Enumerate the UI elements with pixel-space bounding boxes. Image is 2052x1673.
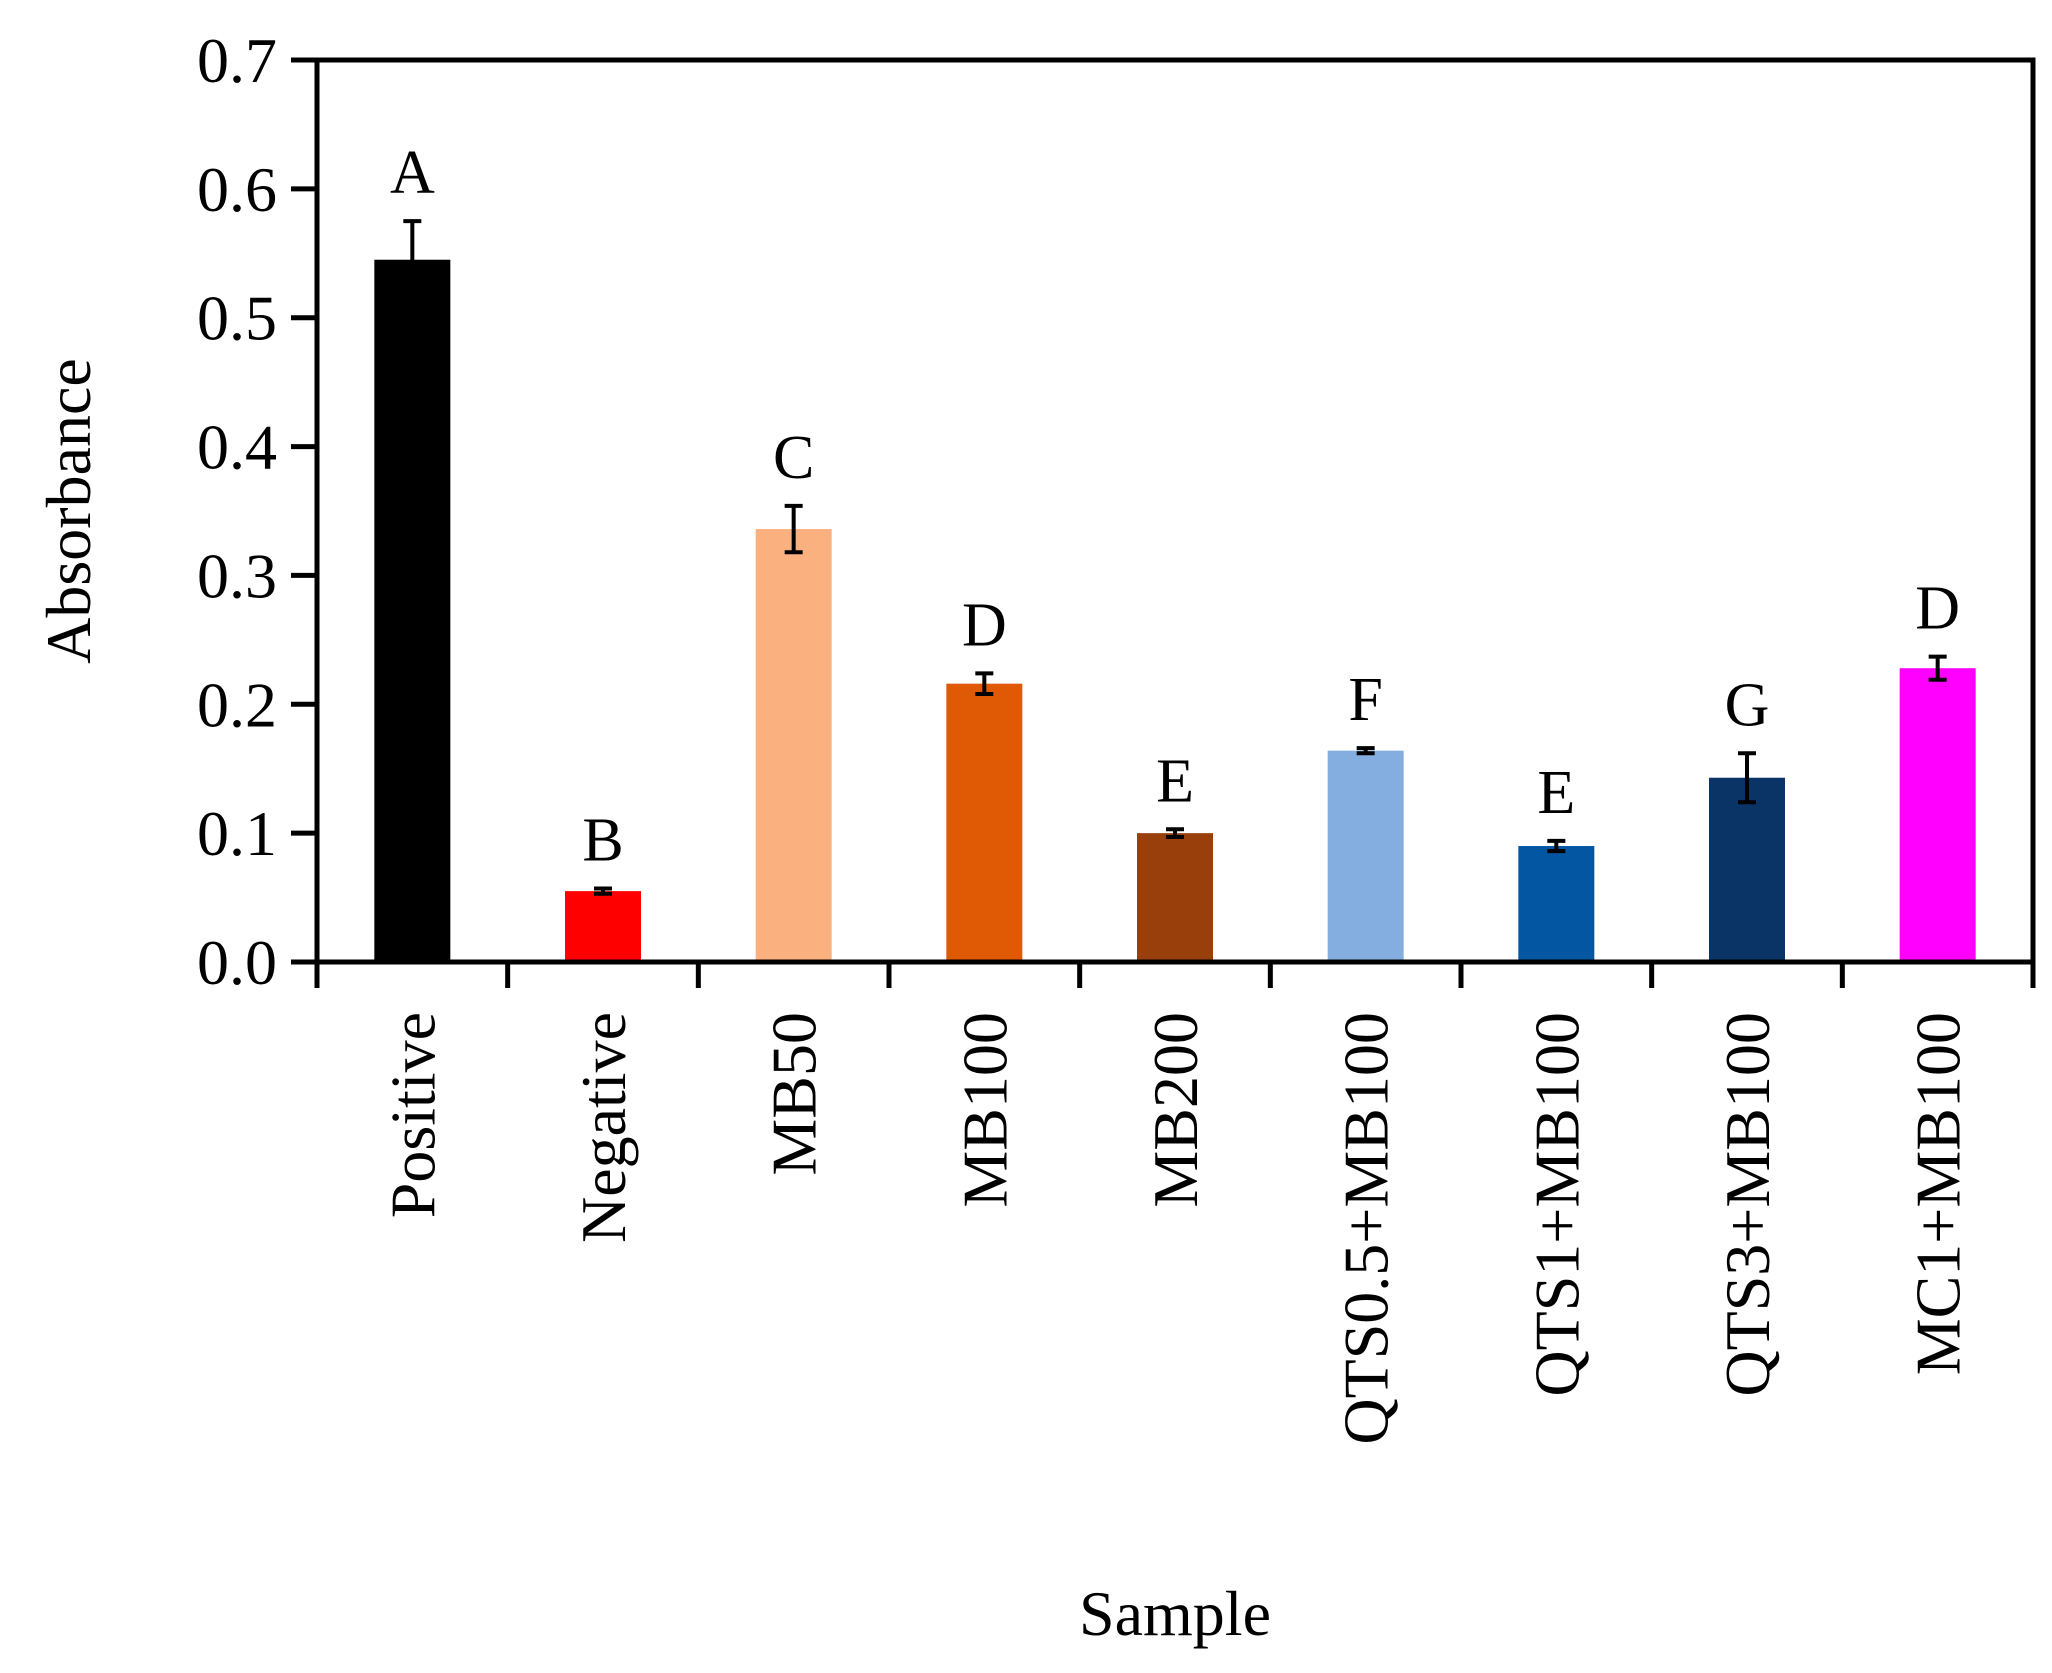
bars-group (374, 259, 1976, 962)
bar-qts0-5-mb100 (1327, 750, 1404, 962)
significance-letter: G (1725, 671, 1770, 739)
bar-qts3-mb100 (1709, 777, 1785, 962)
category-label: QTS0.5+MB100 (1331, 1012, 1402, 1445)
y-tick-label: 0.0 (197, 927, 277, 998)
category-label: MC1+MB100 (1903, 1012, 1974, 1375)
significance-letter: D (1915, 575, 1960, 643)
axes-group (314, 57, 2036, 965)
y-tick-label: 0.6 (197, 154, 277, 225)
y-tick-label: 0.2 (197, 669, 277, 740)
bar-mc1-mb100 (1899, 668, 1976, 962)
category-labels-group: Positive Negative MB50 MB100 MB200 QTS0.5+MB1… (377, 1012, 1973, 1445)
category-label: MB100 (949, 1012, 1020, 1208)
category-label: Positive (377, 1012, 448, 1218)
x-axis-ticks (314, 962, 2036, 988)
significance-letter: A (390, 139, 435, 207)
error-bars-group (403, 219, 1947, 896)
significance-letter: B (582, 807, 623, 875)
y-tick-label: 0.1 (197, 798, 277, 869)
y-tick-label: 0.3 (197, 540, 277, 611)
bar-negative (565, 891, 641, 962)
significance-letter: E (1156, 747, 1194, 815)
bar-mb50 (755, 529, 832, 962)
significance-letter: E (1537, 759, 1575, 827)
significance-letters-group: A B C D E F E G D (390, 139, 1960, 874)
category-label: QTS1+MB100 (1521, 1012, 1592, 1397)
category-label: MB50 (759, 1012, 830, 1176)
y-tick-label: 0.4 (197, 412, 277, 483)
plot-frame (314, 57, 2036, 965)
bar-mb200 (1137, 833, 1213, 962)
x-axis-title: Sample (1079, 1578, 1271, 1649)
bar-positive (374, 259, 451, 962)
significance-letter: F (1348, 666, 1382, 734)
category-label: MB200 (1140, 1012, 1211, 1208)
significance-letter: C (773, 424, 814, 492)
category-label: Negative (568, 1012, 639, 1243)
significance-letter: D (962, 591, 1007, 659)
bar-qts1-mb100 (1518, 846, 1595, 962)
bar-mb100 (946, 683, 1023, 962)
category-label: QTS3+MB100 (1712, 1012, 1783, 1397)
y-axis-ticks: 0.0 0.1 0.2 0.3 0.4 0.5 0.6 0.7 (197, 25, 317, 998)
y-tick-label: 0.5 (197, 283, 277, 354)
y-tick-label: 0.7 (197, 25, 277, 96)
y-axis-title: Absorbance (33, 358, 104, 664)
